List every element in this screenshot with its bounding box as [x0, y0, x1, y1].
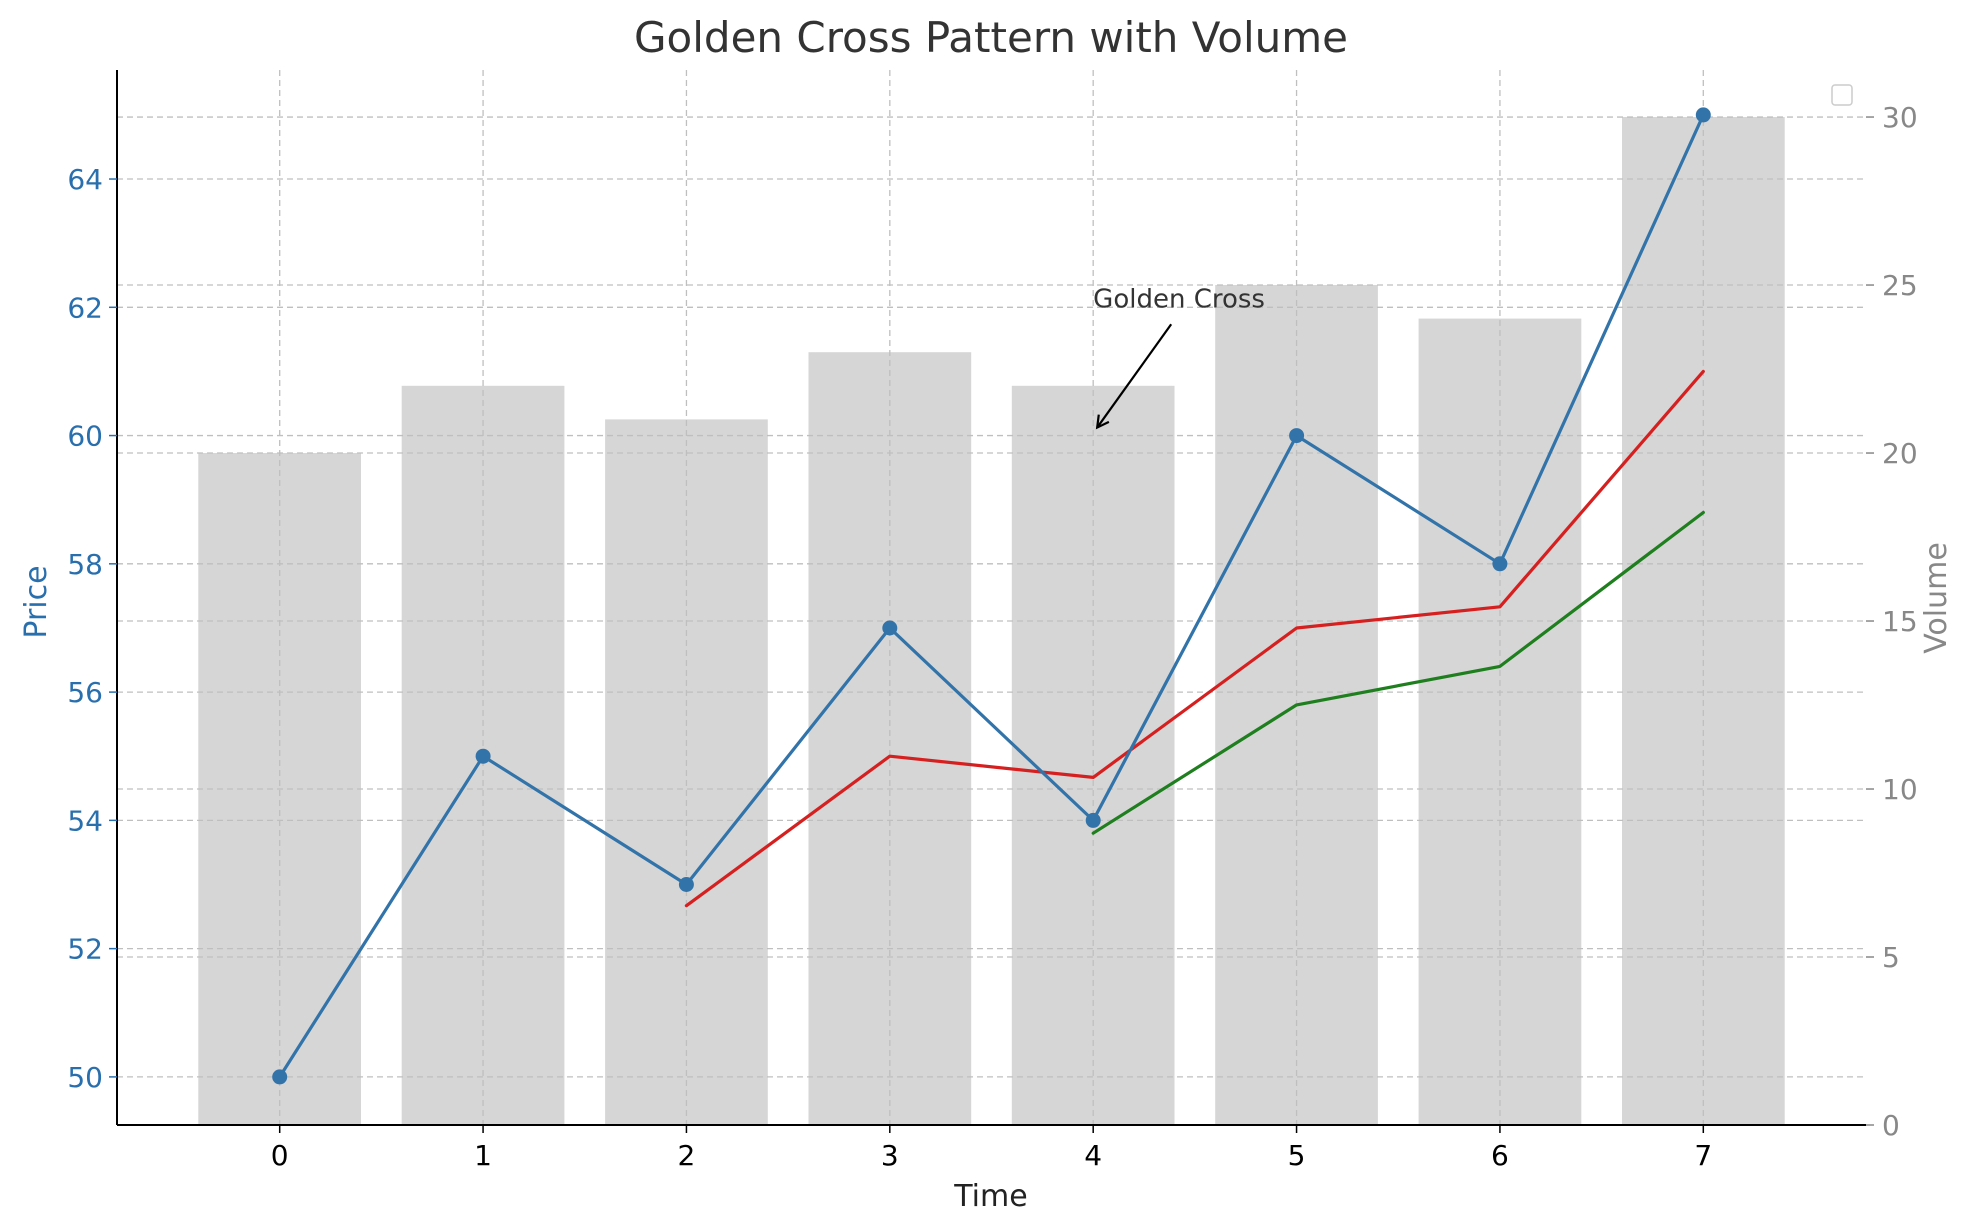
y2-axis-title: Volume: [1919, 542, 1954, 654]
price-point: [272, 1069, 288, 1085]
x-tick-label: 3: [881, 1139, 899, 1172]
y-tick-label: 52: [67, 933, 103, 966]
y2-tick-label: 25: [1882, 269, 1918, 302]
annotation-arrowhead: [1095, 414, 1110, 430]
y2-tick-label: 0: [1882, 1109, 1900, 1142]
price-line: [278, 113, 1705, 1079]
y2-tick-label: 20: [1882, 437, 1918, 470]
y-tick-label: 58: [67, 548, 103, 581]
x-tick-label: 6: [1491, 1139, 1509, 1172]
y-tick-label: 56: [67, 676, 103, 709]
y2-tick-label: 10: [1882, 773, 1918, 806]
y2-tick-label: 30: [1882, 101, 1918, 134]
price-point: [882, 620, 898, 636]
annotation-label: Golden Cross: [1093, 284, 1265, 314]
y-axis-title: Price: [19, 565, 54, 638]
legend-box: [1831, 84, 1853, 106]
y-tick-label: 54: [67, 804, 103, 837]
series-lines: [272, 107, 1711, 1085]
x-axis-title: Time: [953, 1179, 1027, 1214]
chart-title: Golden Cross Pattern with Volume: [634, 13, 1348, 62]
x-tick-label: 0: [271, 1139, 289, 1172]
annotation-arrow: [1096, 323, 1173, 429]
y2-tick-label: 15: [1882, 605, 1918, 638]
x-tick-label: 2: [678, 1139, 696, 1172]
x-tick-label: 1: [474, 1139, 492, 1172]
price-point: [1085, 812, 1101, 828]
y-tick-label: 62: [67, 291, 103, 324]
y-tick-label: 64: [67, 163, 103, 196]
y2-tick-label: 5: [1882, 941, 1900, 974]
price-point: [678, 877, 694, 892]
x-tick-label: 7: [1694, 1139, 1712, 1172]
x-tick-label: 4: [1084, 1139, 1102, 1172]
annotations: Golden Cross: [1093, 284, 1265, 430]
price-point: [1695, 107, 1711, 123]
price-point: [1289, 428, 1305, 444]
price-point: [1492, 556, 1508, 572]
grid: [117, 70, 1866, 1126]
x-tick-label: 5: [1288, 1139, 1306, 1172]
y-tick-label: 60: [67, 420, 103, 453]
volume-bar: [808, 352, 972, 1125]
short-ma-line: [684, 369, 1705, 908]
price-point: [475, 748, 491, 764]
y-tick-label: 50: [67, 1061, 103, 1094]
long-ma-line: [1091, 510, 1705, 835]
